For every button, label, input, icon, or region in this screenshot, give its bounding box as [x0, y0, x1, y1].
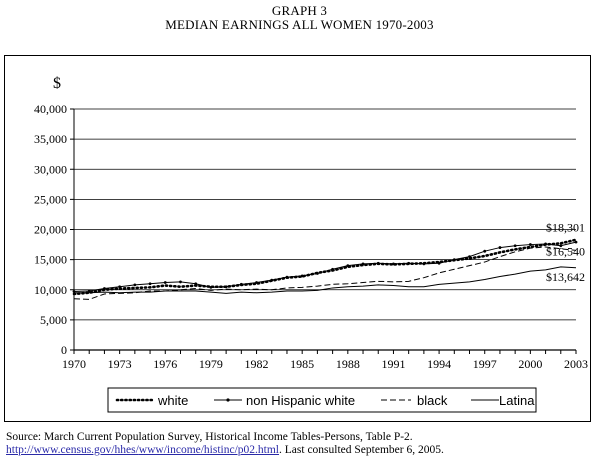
x-tick-label: 1994	[427, 357, 451, 371]
series-point-non-hispanic-white	[544, 242, 547, 246]
x-tick-label: 1988	[336, 357, 360, 371]
series-point-non-hispanic-white	[528, 243, 532, 246]
chart-title: MEDIAN EARNINGS ALL WOMEN 1970-2003	[165, 17, 434, 32]
series-point-non-hispanic-white	[285, 275, 289, 279]
legend-label: white	[157, 393, 188, 408]
y-tick-label: 15,000	[34, 253, 67, 267]
series-point-non-hispanic-white	[331, 267, 335, 271]
x-tick-label: 2000	[518, 357, 542, 371]
series-point-non-hispanic-white	[437, 261, 441, 265]
x-tick-label: 1985	[290, 357, 314, 371]
x-tick-label: 2003	[564, 357, 588, 371]
y-tick-label: 5,000	[40, 313, 67, 327]
series-line-non-hispanic-white	[73, 241, 577, 293]
series-point-non-hispanic-white	[224, 285, 228, 289]
x-tick-label: 1970	[62, 357, 86, 371]
series-point-non-hispanic-white	[346, 264, 350, 268]
series-point-non-hispanic-white	[468, 255, 471, 259]
series-line-black	[73, 246, 577, 300]
x-tick-label: 1973	[108, 357, 132, 371]
series-point-non-hispanic-white	[270, 278, 274, 282]
series-point-non-hispanic-white	[452, 258, 456, 262]
y-tick-label: 40,000	[34, 102, 67, 116]
series-point-non-hispanic-white	[498, 246, 502, 249]
series-point-non-hispanic-white	[87, 289, 91, 293]
y-axis-label: $	[53, 75, 61, 92]
source-suffix: . Last consulted September 6, 2005.	[279, 444, 444, 456]
x-tick-label: 1982	[245, 357, 269, 371]
data-annotation: $18,301	[546, 221, 585, 235]
series-point-non-hispanic-white	[179, 280, 182, 284]
series-point-non-hispanic-white	[133, 283, 137, 287]
series-point-non-hispanic-white	[194, 282, 198, 286]
source-link[interactable]: http://www.census.gov/hhes/www/income/hi…	[6, 444, 280, 456]
series-point-non-hispanic-white	[118, 285, 122, 289]
series-point-non-hispanic-white	[315, 272, 319, 275]
source-note: Source: March Current Population Survey,…	[6, 431, 596, 457]
line-chart: 0 5,000 10,000 15,000 20,000 25,000 30,000 35,0…	[34, 75, 588, 413]
y-tick-label: 35,000	[34, 132, 67, 146]
series-point-non-hispanic-white	[239, 282, 243, 286]
data-annotation: $16,540	[546, 244, 585, 258]
series-point-non-hispanic-white	[513, 244, 517, 248]
series-point-non-hispanic-white	[72, 290, 76, 293]
x-tick-label: 1979	[199, 357, 223, 371]
x-tick-label: 1997	[473, 357, 497, 371]
y-tick-label: 0	[61, 343, 67, 357]
series-point-non-hispanic-white	[574, 240, 578, 244]
x-tick-label: 1976	[153, 357, 177, 371]
series-point-non-hispanic-white	[422, 262, 426, 266]
legend-label: non Hispanic white	[246, 393, 355, 408]
series-point-non-hispanic-white	[103, 287, 106, 290]
series-point-non-hispanic-white	[163, 281, 167, 284]
x-tick-label: 1991	[381, 357, 405, 371]
legend-box	[107, 387, 537, 413]
graph-number: GRAPH 3	[271, 3, 328, 18]
legend-label: black	[417, 393, 448, 408]
series-point-non-hispanic-white	[483, 249, 487, 253]
series-point-non-hispanic-white	[209, 285, 213, 289]
series-line-latina	[74, 266, 577, 294]
legend-swatch-marker	[226, 398, 230, 402]
data-annotation: $13,642	[546, 270, 585, 284]
series-point-non-hispanic-white	[255, 281, 258, 284]
series-point-non-hispanic-white	[376, 261, 380, 265]
y-tick-label: 30,000	[34, 162, 67, 176]
source-text: Source: March Current Population Survey,…	[6, 431, 413, 443]
series-point-non-hispanic-white	[300, 274, 304, 278]
series-point-non-hispanic-white	[148, 282, 152, 286]
y-tick-label: 10,000	[34, 283, 67, 297]
series-point-non-hispanic-white	[407, 261, 411, 265]
series-point-non-hispanic-white	[559, 244, 563, 248]
series-point-non-hispanic-white	[361, 262, 365, 266]
legend-label: Latina	[499, 393, 535, 408]
series-point-non-hispanic-white	[392, 262, 395, 266]
chart-frame: 0 5,000 10,000 15,000 20,000 25,000 30,000 35,0…	[4, 55, 591, 422]
y-tick-label: 20,000	[34, 223, 67, 237]
y-tick-label: 25,000	[34, 192, 67, 206]
